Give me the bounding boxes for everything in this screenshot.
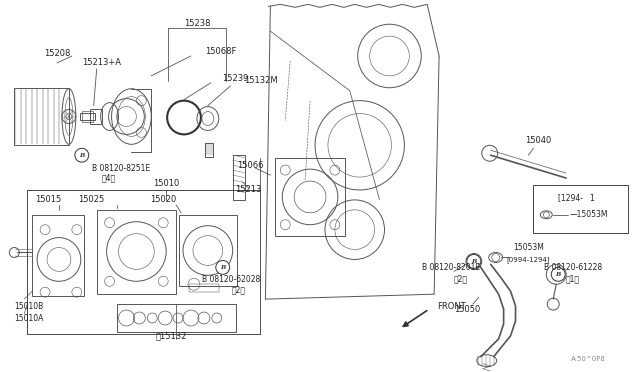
Text: （4）: （4）: [102, 174, 116, 183]
Text: （1）: （1）: [566, 275, 580, 284]
Circle shape: [551, 267, 565, 281]
Circle shape: [216, 260, 230, 274]
Bar: [97, 210, 176, 294]
Text: 15132M: 15132M: [244, 76, 277, 85]
Bar: [82, 110, 93, 122]
Text: 15010A: 15010A: [14, 314, 44, 324]
Bar: [189, 284, 219, 292]
Bar: [533, 185, 628, 232]
Text: 15068F: 15068F: [205, 46, 236, 55]
Text: —15053M: —15053M: [570, 210, 609, 219]
Text: 15213: 15213: [236, 186, 262, 195]
Bar: [233, 155, 244, 200]
Bar: [90, 109, 102, 125]
Text: A·50^0P8: A·50^0P8: [570, 356, 605, 362]
Text: B: B: [471, 259, 476, 264]
Text: FRONT: FRONT: [437, 302, 466, 311]
Bar: [32, 215, 84, 296]
Bar: [14, 88, 69, 145]
Text: （2）: （2）: [232, 286, 246, 295]
Text: 15015: 15015: [35, 195, 61, 204]
Text: 15208: 15208: [44, 48, 70, 58]
Text: 15040: 15040: [525, 136, 552, 145]
Text: 15053M: 15053M: [513, 243, 544, 252]
Bar: [80, 113, 95, 121]
Text: B 08120-62028: B 08120-62028: [202, 275, 260, 284]
Text: 15050: 15050: [454, 305, 480, 314]
Bar: [28, 190, 260, 334]
Text: B 08120-8201E: B 08120-8201E: [422, 263, 480, 272]
Bar: [116, 304, 236, 332]
Text: 15066: 15066: [237, 161, 264, 170]
Text: 15025: 15025: [79, 195, 105, 204]
Circle shape: [467, 254, 481, 268]
Bar: [275, 158, 345, 235]
Text: －15132: －15132: [156, 331, 187, 340]
Text: 15010: 15010: [153, 179, 179, 187]
Text: 15238: 15238: [184, 19, 210, 28]
Text: 15020: 15020: [150, 195, 176, 204]
Text: [1294-   1: [1294- 1: [558, 193, 595, 202]
Text: B: B: [556, 272, 561, 277]
Text: B 08120-8251E: B 08120-8251E: [92, 164, 150, 173]
Bar: [205, 143, 213, 157]
Circle shape: [75, 148, 89, 162]
Text: [0994-1294]: [0994-1294]: [507, 256, 550, 263]
Bar: [179, 215, 237, 286]
Text: B: B: [79, 153, 84, 158]
Text: B: B: [220, 265, 225, 270]
Text: B 08120-61228: B 08120-61228: [544, 263, 602, 272]
Text: 15010B: 15010B: [14, 302, 44, 311]
Text: （2）: （2）: [454, 275, 468, 284]
Text: 15213+A: 15213+A: [82, 58, 121, 67]
Text: 15239: 15239: [223, 74, 249, 83]
